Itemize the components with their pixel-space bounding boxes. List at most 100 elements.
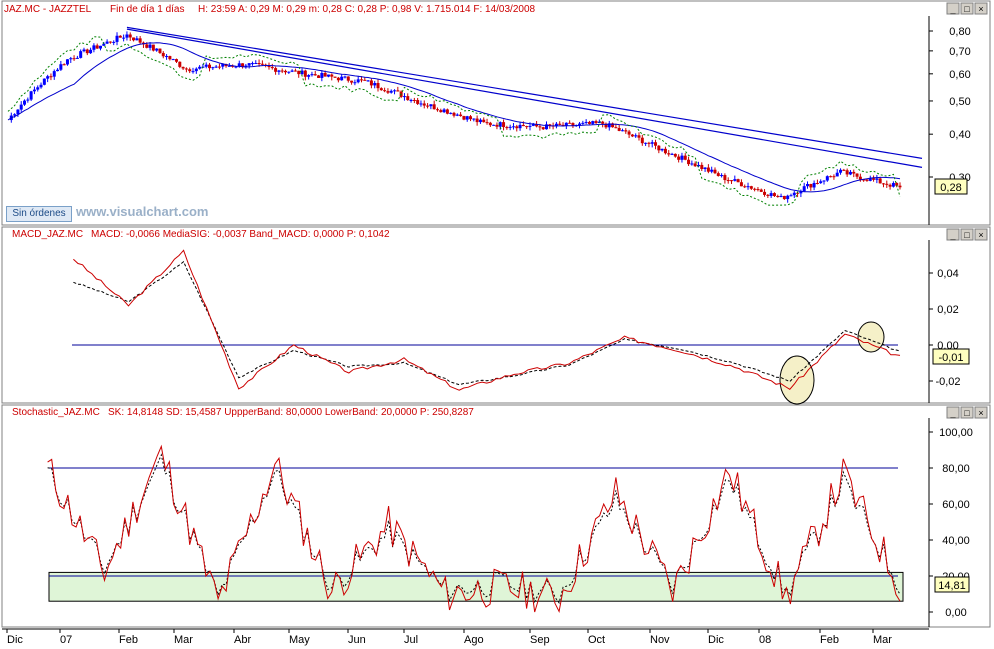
candle-body	[581, 122, 585, 124]
candle-body	[667, 153, 671, 155]
candle-body	[587, 121, 591, 124]
candle-body	[502, 122, 506, 128]
price-header-fields: H: 23:59 A: 0,29 M: 0,29 m: 0,28 C: 0,28…	[198, 4, 536, 15]
candle-body	[693, 163, 697, 167]
candle-body	[326, 74, 330, 77]
candle-body	[171, 59, 175, 61]
candle-body	[535, 123, 539, 127]
candle-body	[320, 73, 324, 78]
candle-body	[465, 116, 469, 120]
candle-body	[898, 185, 902, 188]
candle-body	[805, 184, 809, 187]
candle-body	[287, 71, 291, 73]
candle-body	[469, 116, 473, 120]
candle-body	[16, 109, 20, 115]
candle-body	[654, 142, 658, 146]
candle-body	[541, 127, 545, 130]
candle-body	[720, 175, 724, 177]
candle-body	[495, 124, 499, 127]
candle-body	[82, 49, 86, 52]
candle-body	[888, 184, 892, 187]
panel-window-controls: _ □ × _ □ × _ □ ×	[946, 2, 988, 419]
candle-body	[475, 118, 479, 123]
candle-body	[677, 156, 681, 160]
candle-body	[135, 38, 139, 41]
candle-body	[614, 127, 618, 129]
candle-body	[640, 137, 644, 144]
candle-body	[32, 89, 36, 92]
candle-body	[432, 104, 436, 110]
candle-body	[208, 64, 212, 69]
candle-body	[214, 66, 218, 68]
candle-body	[663, 148, 667, 154]
candle-body	[716, 173, 720, 176]
candle-body	[95, 45, 99, 49]
candle-body	[118, 35, 122, 38]
x-tick-label: Oct	[588, 634, 605, 646]
candle-body	[601, 121, 605, 124]
candle-body	[267, 65, 271, 68]
candle-body	[105, 41, 109, 44]
trendline	[126, 28, 923, 168]
stoch-sd-line	[47, 453, 901, 604]
candle-body	[703, 167, 707, 169]
candle-body	[455, 114, 459, 116]
window-control-glyph: _	[949, 4, 956, 14]
candle-body	[660, 148, 664, 151]
sin-ordenes-button[interactable]: Sin órdenes	[6, 206, 72, 222]
candle-body	[36, 87, 40, 90]
candle-body	[181, 66, 185, 69]
candle-body	[297, 70, 301, 75]
window-control-button	[974, 2, 988, 15]
candle-body	[872, 178, 876, 180]
candle-body	[49, 76, 53, 78]
stoch-header-fields: SK: 14,8148 SD: 15,4587 UppperBand: 80,0…	[108, 407, 474, 418]
candle-body	[145, 44, 149, 48]
price-last-value: 0,28	[940, 182, 961, 194]
candle-body	[630, 134, 634, 137]
price-y-tick-label: 0,50	[949, 96, 970, 108]
candle-body	[868, 178, 872, 181]
candle-body	[168, 56, 172, 60]
price-y-tick-label: 0,70	[949, 46, 970, 58]
candle-body	[128, 34, 132, 38]
candle-body	[521, 124, 525, 127]
macd-line	[73, 249, 901, 391]
candle-body	[293, 70, 297, 72]
candle-body	[558, 123, 562, 125]
candle-body	[307, 75, 311, 77]
x-tick-label: Jun	[348, 634, 366, 646]
candle-body	[234, 66, 238, 68]
price-header-period: Fin de día 1 días	[110, 4, 185, 15]
window-control-button	[974, 406, 988, 419]
candle-body	[766, 194, 770, 196]
candle-body	[439, 110, 443, 113]
moving-average-line	[7, 42, 901, 193]
macd-last-value-box: -0,01	[932, 348, 970, 365]
candle-body	[670, 153, 674, 155]
stoch-sk-line	[47, 444, 901, 614]
candle-body	[435, 109, 439, 111]
candle-body	[554, 123, 558, 127]
candle-body	[323, 73, 327, 77]
candle-body	[852, 171, 856, 174]
candle-body	[459, 114, 463, 117]
candle-body	[687, 159, 691, 165]
macd-highlight-ellipse	[857, 321, 885, 353]
window-control-glyph: □	[964, 4, 970, 14]
candle-body	[730, 180, 734, 182]
x-tick-label: Dic	[708, 634, 724, 646]
candle-body	[449, 112, 453, 114]
candle-body	[386, 91, 390, 93]
candle-body	[343, 76, 347, 78]
candle-body	[26, 99, 30, 101]
candle-body	[336, 77, 340, 81]
candle-body	[706, 167, 710, 172]
candle-body	[482, 119, 486, 123]
candle-body	[29, 91, 33, 100]
candle-body	[865, 179, 869, 181]
candle-body	[317, 75, 321, 78]
candle-body	[508, 126, 512, 128]
candle-body	[115, 35, 119, 42]
candle-body	[148, 44, 152, 48]
